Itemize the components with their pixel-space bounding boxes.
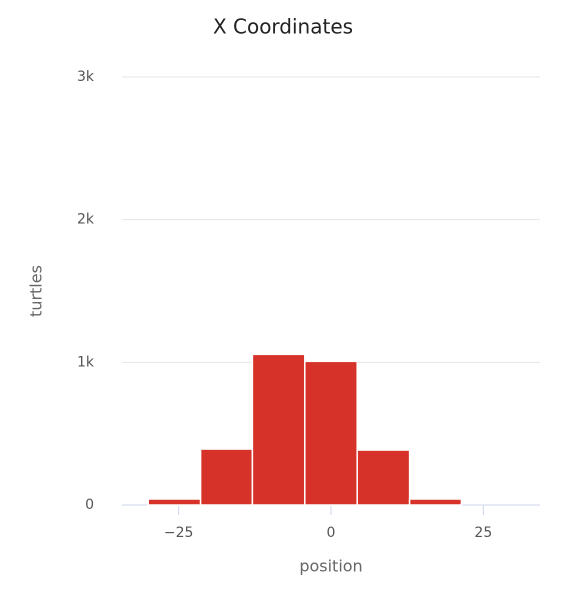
x-tick-label: 0 — [327, 525, 336, 541]
bar — [356, 449, 411, 506]
bar — [304, 360, 358, 506]
y-axis-title: turtles — [27, 265, 46, 317]
y-tick-label: 3k — [77, 69, 95, 85]
bar — [199, 448, 254, 506]
x-tick-label: −25 — [164, 525, 194, 541]
chart-title: X Coordinates — [213, 15, 353, 39]
y-tick-label: 0 — [85, 497, 94, 513]
bar — [147, 498, 202, 506]
y-tick-label: 2k — [77, 212, 95, 228]
y-tick-label: 1k — [77, 354, 95, 370]
x-axis-title: position — [299, 557, 362, 576]
bar — [251, 353, 306, 506]
bar — [408, 498, 463, 506]
x-tick-label: 25 — [474, 525, 492, 541]
